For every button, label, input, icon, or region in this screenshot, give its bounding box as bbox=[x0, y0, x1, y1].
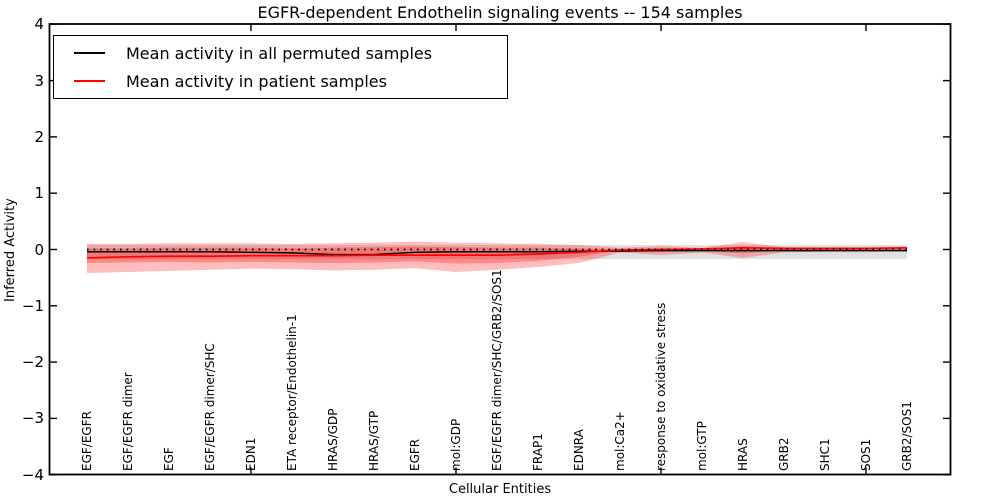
x-tick-label: mol:GTP bbox=[694, 421, 709, 471]
x-tick-label: EGFR bbox=[407, 438, 422, 471]
patient-mean-line bbox=[86, 246, 908, 259]
legend: Mean activity in all permuted samples Me… bbox=[53, 35, 508, 99]
legend-item-permuted: Mean activity in all permuted samples bbox=[54, 39, 507, 67]
legend-line-red bbox=[74, 80, 105, 82]
x-tick-label: response to oxidative stress bbox=[653, 302, 668, 471]
x-tick-label: ETA receptor/Endothelin-1 bbox=[284, 314, 299, 471]
y-tick-label: 0 bbox=[34, 240, 44, 259]
x-tick-label: SOS1 bbox=[858, 438, 873, 471]
y-tick-label: −2 bbox=[21, 353, 44, 372]
x-tick-label: EGF/EGFR dimer/SHC bbox=[202, 343, 217, 471]
x-axis-label: Cellular Entities bbox=[448, 482, 552, 497]
y-tick-label: −1 bbox=[21, 296, 44, 315]
y-tick-label: 4 bbox=[34, 15, 44, 34]
x-tick-label: EGF/EGFR bbox=[79, 411, 94, 471]
x-tick-label: mol:GDP bbox=[448, 418, 463, 471]
legend-label-patient: Mean activity in patient samples bbox=[126, 71, 387, 91]
chart-title: EGFR-dependent Endothelin signaling even… bbox=[257, 3, 743, 22]
x-tick-label: EDNRA bbox=[571, 429, 586, 471]
permuted-mean-line bbox=[87, 249, 907, 256]
x-tick-label: HRAS bbox=[735, 438, 750, 471]
x-tick-label: GRB2/SOS1 bbox=[899, 401, 914, 471]
x-tick-label: SHC1 bbox=[817, 438, 832, 471]
x-tick-label: EGF/EGFR dimer bbox=[120, 372, 135, 471]
x-tick-label: EGF/EGFR dimer/SHC/GRB2/SOS1 bbox=[489, 269, 504, 471]
x-tick-label: HRAS/GDP bbox=[325, 408, 340, 471]
y-tick-label: −3 bbox=[21, 409, 44, 428]
x-tick-label: HRAS/GTP bbox=[366, 410, 381, 471]
legend-line-black bbox=[74, 52, 105, 54]
x-tick-label: FRAP1 bbox=[530, 433, 545, 471]
y-tick-label: −4 bbox=[21, 465, 44, 484]
x-tick-label: mol:Ca2+ bbox=[612, 411, 627, 471]
x-tick-label: EDN1 bbox=[243, 437, 258, 471]
y-tick-label: 2 bbox=[34, 127, 44, 146]
legend-item-patient: Mean activity in patient samples bbox=[54, 67, 507, 95]
x-tick-label: GRB2 bbox=[776, 437, 791, 471]
y-tick-label: 1 bbox=[34, 184, 44, 203]
x-tick-label: EGF bbox=[161, 447, 176, 471]
legend-label-permuted: Mean activity in all permuted samples bbox=[126, 43, 433, 63]
y-tick-label: 3 bbox=[34, 71, 44, 90]
